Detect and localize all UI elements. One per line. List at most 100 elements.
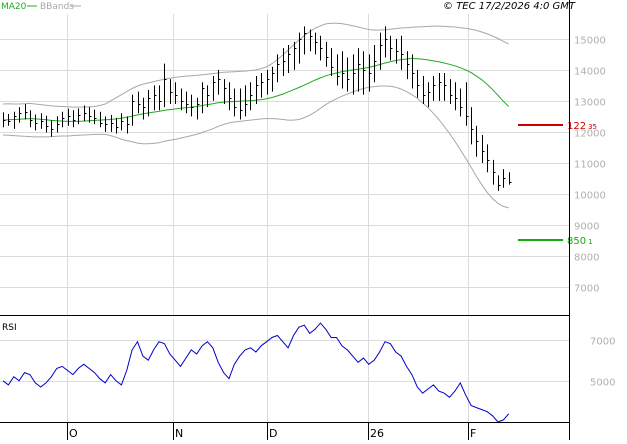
ohlc-bar xyxy=(240,88,243,120)
ohlc-bar xyxy=(471,107,474,145)
target-levels: 122 35 850 1 xyxy=(518,121,597,247)
ohlc-bar xyxy=(186,91,189,114)
ohlc-bar xyxy=(181,88,184,111)
ohlc-bar xyxy=(116,117,119,134)
ohlc-bar xyxy=(14,111,17,129)
ohlc-bar xyxy=(450,79,453,104)
ohlc-bar xyxy=(331,48,334,77)
x-tick-label-F: F xyxy=(470,427,476,440)
y-tick-label-8000: 8000 xyxy=(574,253,599,264)
ohlc-bar xyxy=(353,54,356,95)
legend-ma20: MA20 xyxy=(1,2,27,12)
ohlc-bar xyxy=(154,85,157,111)
ohlc-bar xyxy=(396,38,399,64)
ohlc-bar xyxy=(89,107,92,123)
ohlc-bar xyxy=(283,48,286,77)
ohlc-bar xyxy=(143,97,146,120)
ohlc-bar xyxy=(41,113,44,129)
ohlc-bar xyxy=(62,111,65,128)
ohlc-bar xyxy=(245,85,248,117)
ohlc-bar xyxy=(304,26,307,55)
ohlc-bar xyxy=(78,108,81,125)
ohlc-bar xyxy=(374,45,377,83)
x-tick-label-26: 26 xyxy=(370,427,384,440)
ohlc-bar xyxy=(164,63,167,108)
ohlc-bar xyxy=(315,32,318,55)
ohlc-bar xyxy=(299,32,302,64)
series-bbands-lower xyxy=(2,85,509,209)
ohlc-bar xyxy=(326,41,329,67)
rsi-line xyxy=(2,322,510,423)
lower-target-label: 850 1 xyxy=(567,236,593,247)
ohlc-bar xyxy=(412,54,415,89)
y-tick-label-12000: 12000 xyxy=(574,129,606,140)
ohlc-bar xyxy=(250,82,253,111)
ohlc-bar xyxy=(267,69,270,95)
series-rsi xyxy=(2,322,510,423)
ohlc-bar xyxy=(100,111,103,128)
series-bbands-upper xyxy=(2,22,509,108)
ohlc-bar xyxy=(277,54,280,83)
ohlc-bar xyxy=(218,69,221,95)
ohlc-bar xyxy=(127,116,130,134)
ohlc-bar xyxy=(105,116,108,132)
y-tick-label-9000: 9000 xyxy=(574,222,599,233)
ohlc-bar xyxy=(132,94,135,126)
legend-bbands: BBands xyxy=(40,2,74,12)
ohlc-bar xyxy=(35,114,38,131)
ohlc-bar xyxy=(84,105,87,122)
ohlc-bar xyxy=(57,116,60,133)
copyright-text: © TEC 17/2/2026 4:0 GMT xyxy=(443,1,576,12)
ohlc-bar xyxy=(439,72,442,101)
ohlc-bar xyxy=(175,82,178,104)
ohlc-bar xyxy=(229,82,232,111)
rsi-tick-label-5000: 5000 xyxy=(590,378,615,389)
x-tick-label-N: N xyxy=(175,427,183,440)
ohlc-bar xyxy=(460,88,463,117)
y-tick-label-15000: 15000 xyxy=(574,36,606,47)
ohlc-bar xyxy=(94,109,97,125)
ohlc-bar xyxy=(68,108,71,126)
ohlc-bar xyxy=(234,88,237,117)
ohlc-bar xyxy=(202,82,205,114)
y-tick-label-11000: 11000 xyxy=(574,160,606,171)
ohlc-bar xyxy=(272,66,275,92)
ohlc-bar xyxy=(159,85,162,111)
ohlc-bar xyxy=(498,175,501,191)
ohlc-bar xyxy=(46,115,49,133)
ohlc-bar xyxy=(482,135,485,163)
ohlc-bar xyxy=(51,120,54,137)
ohlc-bar xyxy=(3,112,6,128)
ohlc-bar xyxy=(256,76,259,104)
chart-frame xyxy=(0,0,570,440)
ohlc-bar xyxy=(261,72,264,98)
ohlc-bar xyxy=(401,35,404,70)
ohlc-bar xyxy=(310,29,313,52)
ohlc-bar xyxy=(417,69,420,98)
ohlc-bar xyxy=(444,72,447,101)
bollinger-bands xyxy=(2,22,509,209)
ohlc-bar xyxy=(493,159,496,185)
axis-labels: 7000800090001000011000120001300014000150… xyxy=(69,36,615,441)
ohlc-bar xyxy=(121,113,124,131)
x-tick-label-D: D xyxy=(269,427,277,440)
ohlc-bar xyxy=(19,107,22,123)
ohlc-bar xyxy=(294,41,297,70)
rsi-label: RSI xyxy=(2,323,17,333)
y-tick-label-7000: 7000 xyxy=(574,284,599,295)
ohlc-bar xyxy=(433,76,436,101)
ohlc-bar xyxy=(138,91,141,114)
ohlc-bar xyxy=(288,45,291,73)
ohlc-bar xyxy=(224,79,227,104)
ohlc-bar xyxy=(455,82,458,111)
lower-target-label-small: 1 xyxy=(588,238,592,246)
ohlc-bar xyxy=(358,48,361,92)
ohlc-bar xyxy=(197,97,200,120)
ohlc-bar xyxy=(390,35,393,61)
ohlc-bar xyxy=(320,35,323,61)
ohlc-bar xyxy=(428,82,431,108)
ohlc-bar xyxy=(423,76,426,104)
ohlc-bar xyxy=(342,51,345,89)
